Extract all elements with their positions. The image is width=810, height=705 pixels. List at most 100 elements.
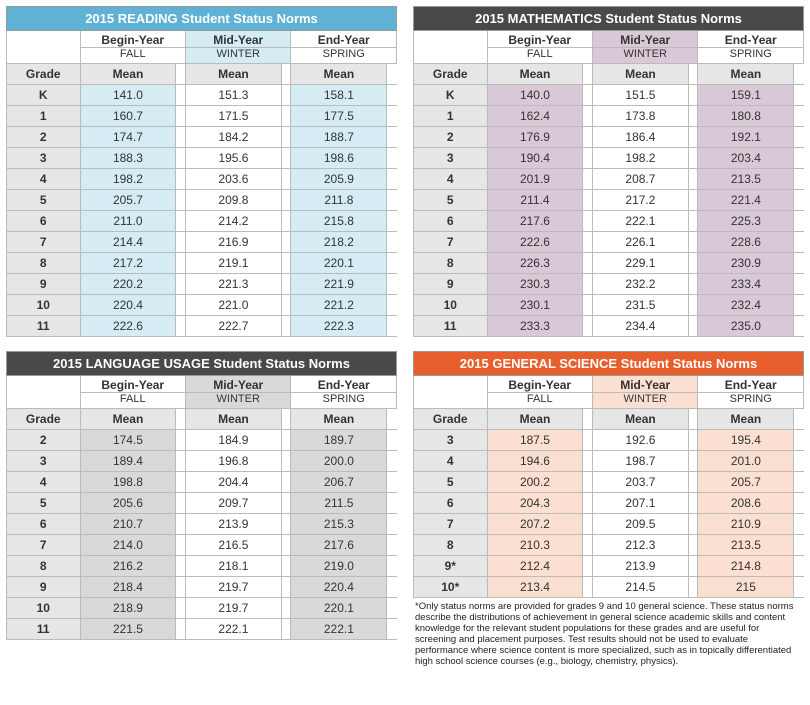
mid-mean: 231.5 [592,295,688,316]
end-mean: 211.5 [291,493,387,514]
begin-mean: 213.4 [487,577,583,598]
grade-cell: 4 [7,472,81,493]
mid-mean: 216.5 [185,535,281,556]
table-row: 9218.4219.7220.4 [7,577,397,598]
sub-begin: FALL [487,393,592,409]
panel-title-science: 2015 GENERAL SCIENCE Student Status Norm… [413,351,804,376]
begin-mean: 230.1 [487,295,583,316]
grade-cell: 1 [7,106,81,127]
grade-cell: 8 [414,253,488,274]
grade-cell: 5 [7,493,81,514]
table-row: 3187.5192.6195.4 [414,430,804,451]
begin-mean: 216.2 [80,556,176,577]
grade-cell: 9* [414,556,488,577]
col-end: End-Year [291,31,397,48]
table-row: 3190.4198.2203.4 [414,148,804,169]
panel-title-math: 2015 MATHEMATICS Student Status Norms [413,6,804,31]
table-row: 5200.2203.7205.7 [414,472,804,493]
col-mean-m: Mean [185,64,281,85]
begin-mean: 211.0 [80,211,176,232]
table-row: K141.0151.3158.1 [7,85,397,106]
end-mean: 228.6 [698,232,794,253]
sub-end: SPRING [698,48,804,64]
grade-cell: 4 [414,169,488,190]
end-mean: 220.1 [291,253,387,274]
table-row: 7214.0216.5217.6 [7,535,397,556]
table-science: Begin-YearMid-YearEnd-YearFALLWINTERSPRI… [413,376,804,598]
grade-cell: 3 [414,430,488,451]
col-mean-b: Mean [487,64,583,85]
end-mean: 220.4 [291,577,387,598]
begin-mean: 174.5 [80,430,176,451]
end-mean: 217.6 [291,535,387,556]
grade-cell: 7 [414,232,488,253]
grade-cell: K [414,85,488,106]
end-mean: 219.0 [291,556,387,577]
mid-mean: 198.2 [592,148,688,169]
grade-cell: 5 [7,190,81,211]
table-row: 11222.6222.7222.3 [7,316,397,337]
grade-cell: 9 [7,274,81,295]
begin-mean: 211.4 [487,190,583,211]
begin-mean: 222.6 [80,316,176,337]
table-row: 9220.2221.3221.9 [7,274,397,295]
mid-mean: 208.7 [592,169,688,190]
grade-cell: 7 [7,535,81,556]
grade-cell: 3 [414,148,488,169]
end-mean: 159.1 [698,85,794,106]
end-mean: 220.1 [291,598,387,619]
end-mean: 201.0 [698,451,794,472]
mid-mean: 186.4 [592,127,688,148]
sub-begin: FALL [487,48,592,64]
panel-math: 2015 MATHEMATICS Student Status NormsBeg… [413,6,804,337]
mid-mean: 213.9 [185,514,281,535]
begin-mean: 218.9 [80,598,176,619]
col-begin: Begin-Year [487,376,592,393]
grade-cell: 3 [7,451,81,472]
grade-cell: 2 [7,430,81,451]
begin-mean: 189.4 [80,451,176,472]
table-row: 8210.3212.3213.5 [414,535,804,556]
table-row: 3188.3195.6198.6 [7,148,397,169]
grade-cell: 10 [7,598,81,619]
mid-mean: 234.4 [592,316,688,337]
footnote-science: *Only status norms are provided for grad… [413,598,804,668]
end-mean: 233.4 [698,274,794,295]
end-mean: 208.6 [698,493,794,514]
sub-mid: WINTER [592,393,697,409]
table-row: 11221.5222.1222.1 [7,619,397,640]
col-mean-b: Mean [487,409,583,430]
mid-mean: 219.7 [185,598,281,619]
grade-cell: 8 [7,253,81,274]
col-begin: Begin-Year [80,31,185,48]
sub-mid: WINTER [592,48,697,64]
sub-end: SPRING [291,393,397,409]
begin-mean: 214.4 [80,232,176,253]
panel-science: 2015 GENERAL SCIENCE Student Status Norm… [413,351,804,668]
begin-mean: 210.7 [80,514,176,535]
mid-mean: 222.1 [592,211,688,232]
table-language: Begin-YearMid-YearEnd-YearFALLWINTERSPRI… [6,376,397,640]
table-row: 6211.0214.2215.8 [7,211,397,232]
begin-mean: 141.0 [80,85,176,106]
table-row: 1160.7171.5177.5 [7,106,397,127]
begin-mean: 188.3 [80,148,176,169]
end-mean: 225.3 [698,211,794,232]
col-mean-m: Mean [592,64,688,85]
table-row: 8216.2218.1219.0 [7,556,397,577]
begin-mean: 222.6 [487,232,583,253]
mid-mean: 209.5 [592,514,688,535]
begin-mean: 198.8 [80,472,176,493]
begin-mean: 162.4 [487,106,583,127]
begin-mean: 176.9 [487,127,583,148]
table-row: 9230.3232.2233.4 [414,274,804,295]
mid-mean: 209.8 [185,190,281,211]
begin-mean: 217.6 [487,211,583,232]
begin-mean: 194.6 [487,451,583,472]
end-mean: 222.1 [291,619,387,640]
begin-mean: 221.5 [80,619,176,640]
grade-cell: 2 [414,127,488,148]
grade-cell: 8 [414,535,488,556]
table-row: 7214.4216.9218.2 [7,232,397,253]
table-row: 2174.7184.2188.7 [7,127,397,148]
